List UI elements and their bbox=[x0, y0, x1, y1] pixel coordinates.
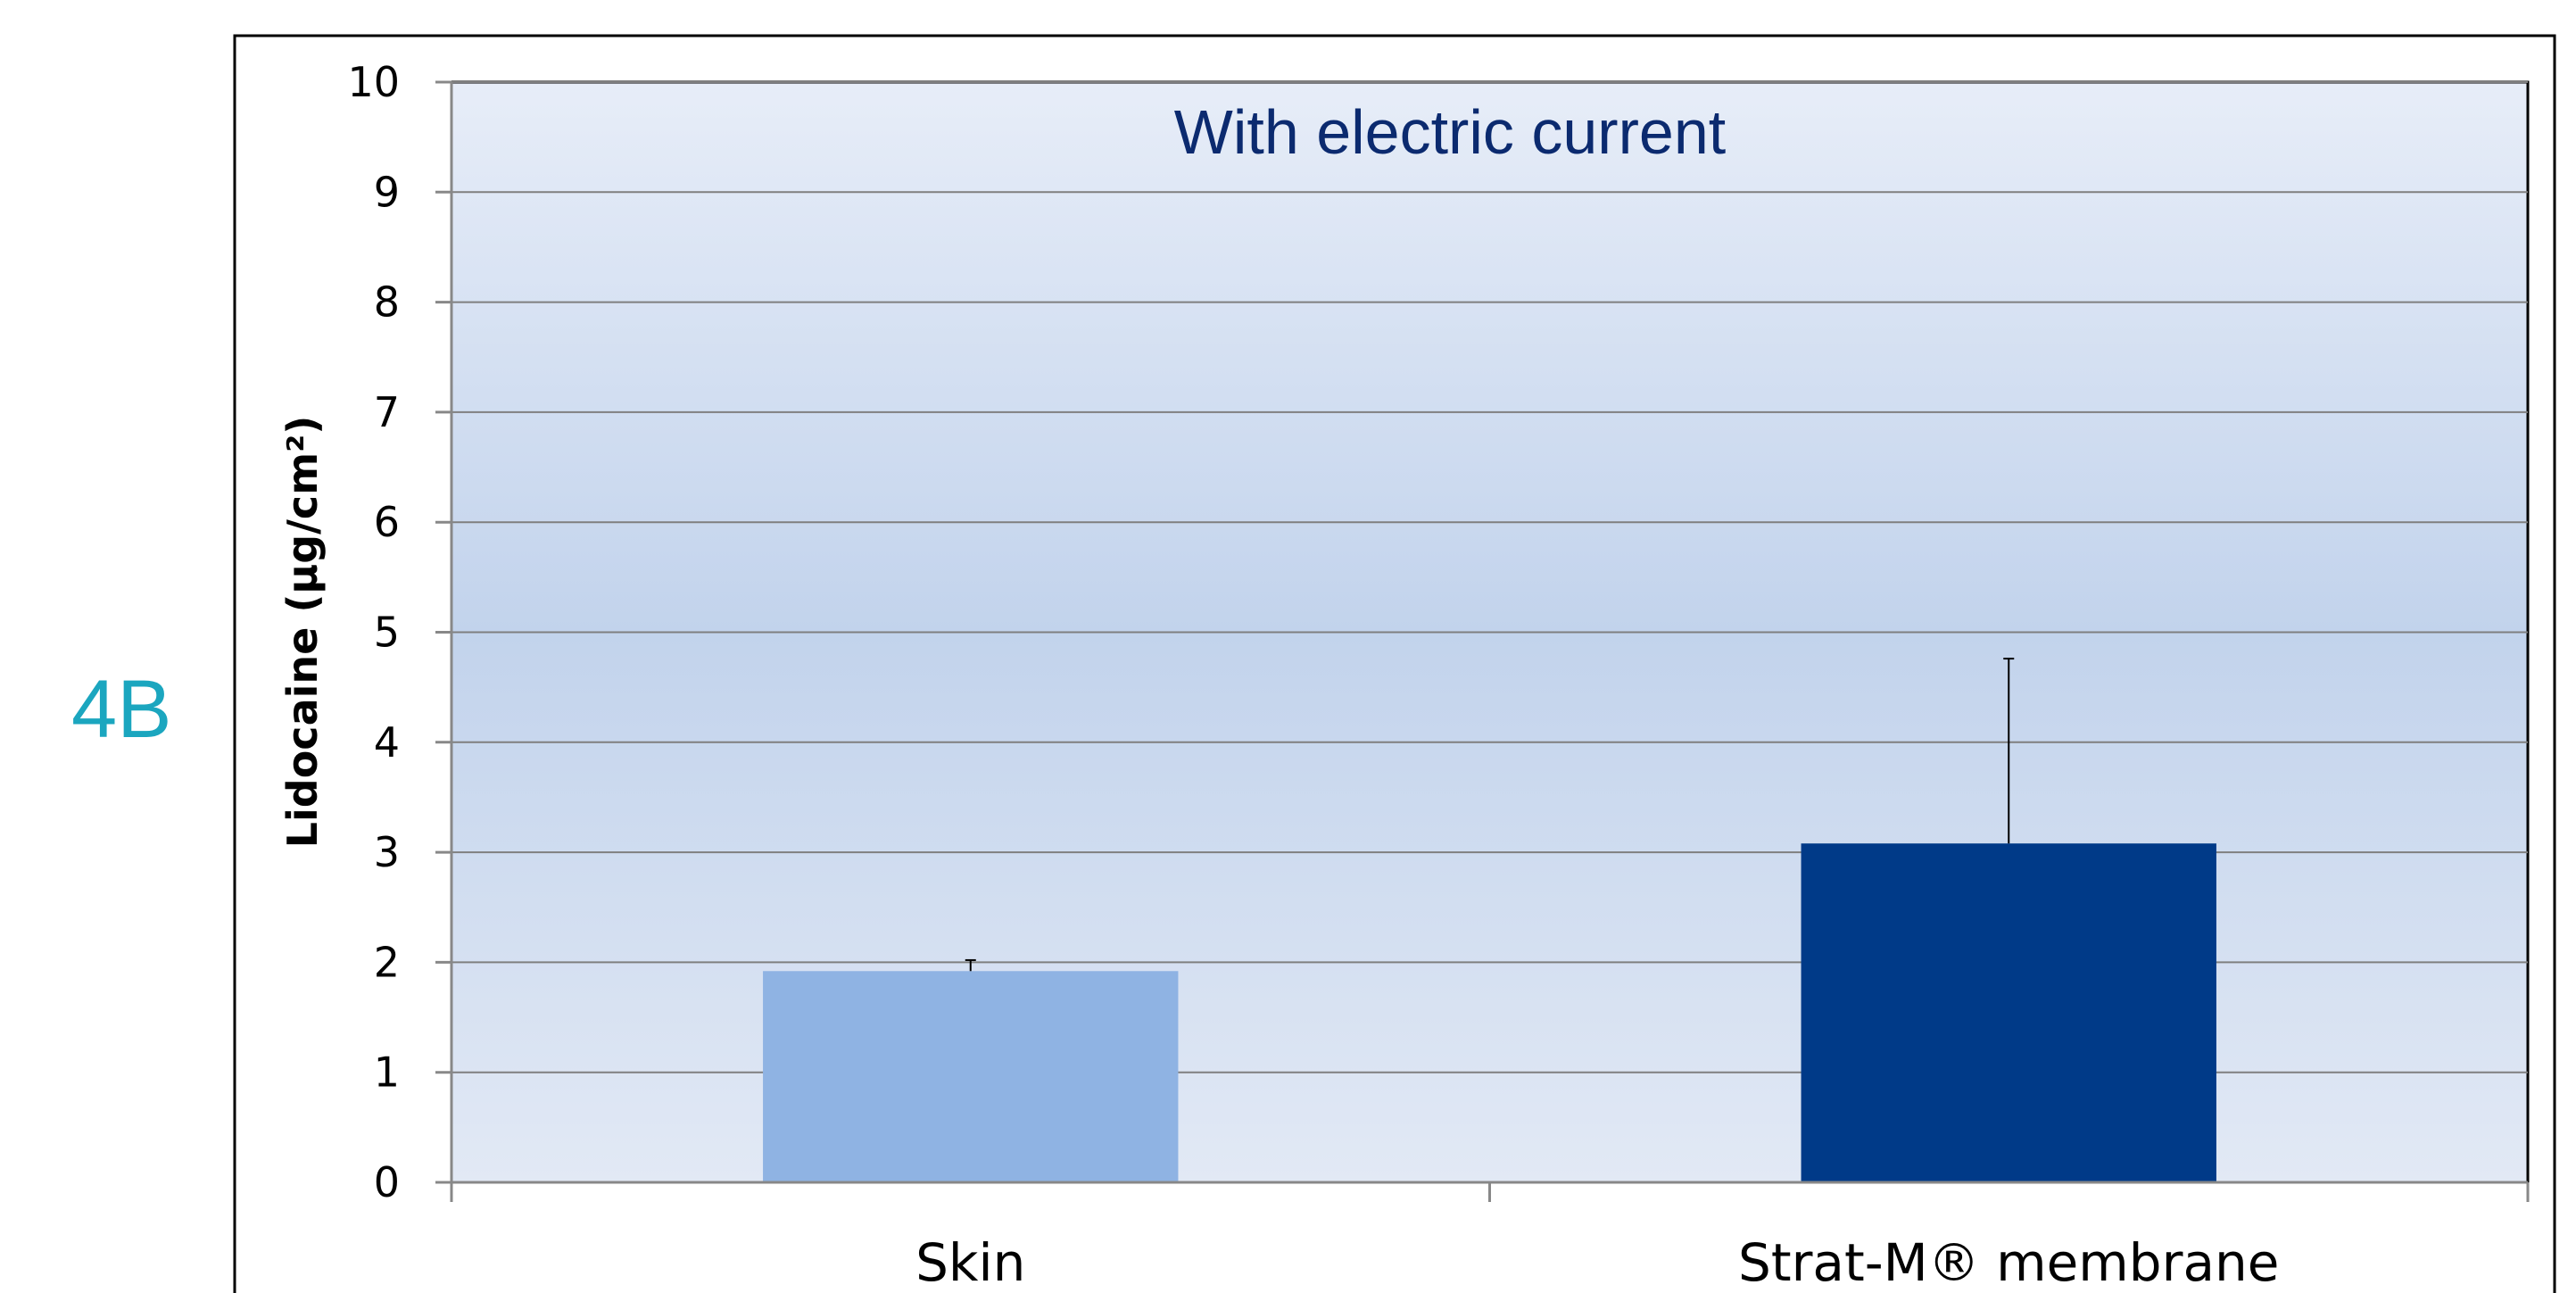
y-tick-label: 10 bbox=[347, 58, 400, 106]
bars bbox=[763, 843, 2216, 1182]
panel-label: 4B bbox=[71, 664, 172, 755]
y-tick-label: 2 bbox=[374, 938, 400, 986]
y-tick-label: 5 bbox=[374, 609, 400, 657]
y-tick-label: 7 bbox=[374, 388, 400, 436]
y-axis-label: Lidocaine (µg/cm²) bbox=[278, 416, 327, 849]
y-tick-label: 8 bbox=[374, 278, 400, 327]
bar-2 bbox=[1801, 843, 2216, 1182]
y-tick-label: 3 bbox=[374, 828, 400, 876]
error-bars bbox=[965, 658, 2015, 972]
x-axis-categories: Skin Strat-M® membrane bbox=[450, 1182, 2530, 1293]
y-tick-label: 4 bbox=[374, 718, 400, 767]
category-label: Strat-M® membrane bbox=[1738, 1232, 2279, 1293]
y-tick-label: 9 bbox=[374, 168, 400, 216]
y-axis-ticks: 0 1 2 3 4 5 6 7 8 9 10 bbox=[347, 58, 451, 1206]
y-tick-label: 0 bbox=[374, 1158, 400, 1206]
y-tick-label: 6 bbox=[374, 498, 400, 546]
chart-title: With electric current bbox=[1174, 97, 1726, 167]
y-tick-label: 1 bbox=[374, 1048, 400, 1097]
category-label: Skin bbox=[915, 1232, 1025, 1293]
chart-frame bbox=[233, 34, 2556, 1293]
bar-1 bbox=[763, 971, 1179, 1182]
